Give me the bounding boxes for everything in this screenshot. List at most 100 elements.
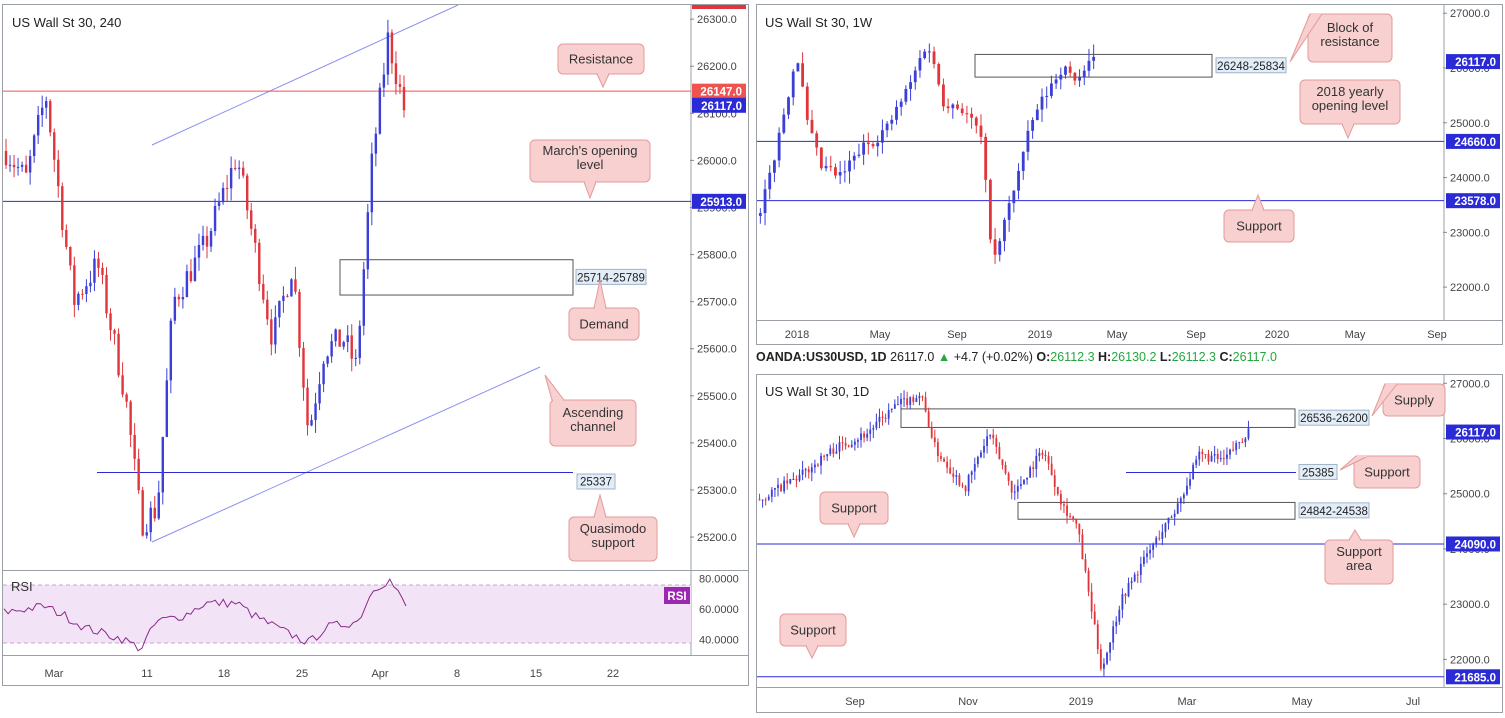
daily-support-right-callout-text: Support xyxy=(1364,465,1410,480)
daily-price-tag xyxy=(1446,424,1500,440)
weekly-candle xyxy=(1068,66,1072,73)
h4-candle xyxy=(237,167,241,169)
weekly-candle xyxy=(1031,120,1035,131)
block-resistance-callout xyxy=(1307,13,1393,63)
weekly-candle xyxy=(782,114,786,133)
h4-candle xyxy=(362,269,365,326)
h4-candle xyxy=(298,291,301,348)
h4-candle xyxy=(386,32,390,75)
daily-candle xyxy=(1146,553,1148,557)
h4-candle xyxy=(165,380,169,437)
h4-candle xyxy=(109,313,112,331)
daily-y-tick-label: 23000.0 xyxy=(1450,599,1490,611)
h4-candle xyxy=(105,274,108,314)
weekly-x-label: 2020 xyxy=(1265,329,1289,341)
weekly-candle xyxy=(871,144,875,147)
weekly-candle xyxy=(787,97,790,115)
daily-support-tag: 25385 xyxy=(1302,467,1334,479)
weekly-candle xyxy=(1054,79,1058,84)
h4-candle xyxy=(197,245,201,258)
daily-price-tag xyxy=(1446,536,1500,552)
daily-support-area-zone-label-bg xyxy=(1298,502,1370,519)
h4-candle xyxy=(32,135,36,157)
h4-panel[interactable] xyxy=(2,4,749,686)
weekly-price-tag xyxy=(1446,54,1500,70)
daily-candle xyxy=(1204,453,1207,455)
daily-candle xyxy=(1192,464,1195,480)
weekly-candle xyxy=(768,172,772,190)
h4-candle xyxy=(193,257,197,282)
weekly-candle xyxy=(927,51,931,53)
daily-candle xyxy=(1167,517,1170,524)
daily-candle xyxy=(1023,479,1025,485)
daily-candle xyxy=(924,397,927,412)
daily-candle xyxy=(1158,537,1161,539)
h4-candle xyxy=(101,267,104,275)
daily-price-tag-text: 24090.0 xyxy=(1454,539,1496,551)
daily-candle xyxy=(1103,663,1105,669)
daily-candle xyxy=(810,467,813,473)
daily-candle xyxy=(1013,491,1016,493)
daily-candle xyxy=(1210,455,1213,462)
daily-candle xyxy=(863,433,866,438)
daily-candle xyxy=(1072,516,1075,520)
h4-x-label: Mar xyxy=(45,668,64,680)
overlay-labels: 26300.026200.026100.026000.025900.025800… xyxy=(11,5,1500,708)
h4-candle xyxy=(129,401,132,435)
daily-candle xyxy=(1099,649,1102,669)
h4-candle xyxy=(221,187,225,203)
change-arrow-icon: ▲ xyxy=(937,350,951,364)
h4-candle xyxy=(346,335,349,343)
weekly-candle xyxy=(773,160,776,173)
weekly-candle xyxy=(970,113,974,118)
daily-candle xyxy=(1195,459,1198,465)
daily-candle xyxy=(980,452,982,457)
march-open-callout-text: March's opening level xyxy=(543,143,638,172)
daily-candle xyxy=(1136,574,1139,576)
daily-candle xyxy=(804,469,807,471)
daily-candle xyxy=(770,489,773,497)
daily-candle xyxy=(1142,556,1145,565)
daily-candle xyxy=(1019,484,1022,486)
h4-candle xyxy=(390,32,394,64)
h4-candle xyxy=(330,341,333,357)
channel-callout-text: Ascending channel xyxy=(563,405,624,434)
daily-candle xyxy=(838,442,841,452)
h4-x-label: 22 xyxy=(607,668,619,680)
daily-candle xyxy=(986,436,989,446)
daily-candle xyxy=(850,444,853,447)
daily-title: US Wall St 30, 1D xyxy=(765,384,869,399)
weekly-candle xyxy=(1092,56,1096,61)
daily-candle xyxy=(1093,611,1096,625)
daily-candle xyxy=(1112,626,1115,643)
h4-y-tick-label: 25200.0 xyxy=(697,532,737,544)
h4-x-label: 11 xyxy=(141,668,152,680)
weekly-price-tag xyxy=(1446,133,1500,149)
daily-candle xyxy=(912,397,915,402)
daily-candle xyxy=(1186,485,1188,495)
h4-plot: 25714-25789 xyxy=(3,5,691,543)
daily-x-label: Mar xyxy=(1178,696,1197,708)
h4-candle xyxy=(81,293,84,295)
ohlc-header: OANDA:US30USD, 1D 26117.0 ▲ +4.7 (+0.02%… xyxy=(756,350,1277,364)
low-label: L: xyxy=(1159,350,1172,364)
h4-candle xyxy=(137,458,140,491)
weekly-candle xyxy=(932,51,936,65)
h4-candle xyxy=(318,384,321,404)
h4-candle xyxy=(36,115,40,136)
daily-candle xyxy=(1133,574,1136,582)
daily-candle xyxy=(764,499,767,501)
demand-callout-text: Demand xyxy=(579,317,628,332)
h4-y-tick-label: 25500.0 xyxy=(697,391,737,403)
h4-candle xyxy=(173,296,177,321)
h4-candle xyxy=(141,490,144,536)
h4-candle xyxy=(8,164,12,166)
weekly-zone-label: 26248-25834 xyxy=(1217,61,1285,73)
daily-candle xyxy=(949,467,952,474)
high-value: 26130.2 xyxy=(1111,350,1157,364)
h4-price-tag-text: 25913.0 xyxy=(700,197,742,209)
h4-candle xyxy=(338,329,341,347)
daily-candle xyxy=(1109,642,1112,653)
weekly-candle xyxy=(890,119,894,124)
